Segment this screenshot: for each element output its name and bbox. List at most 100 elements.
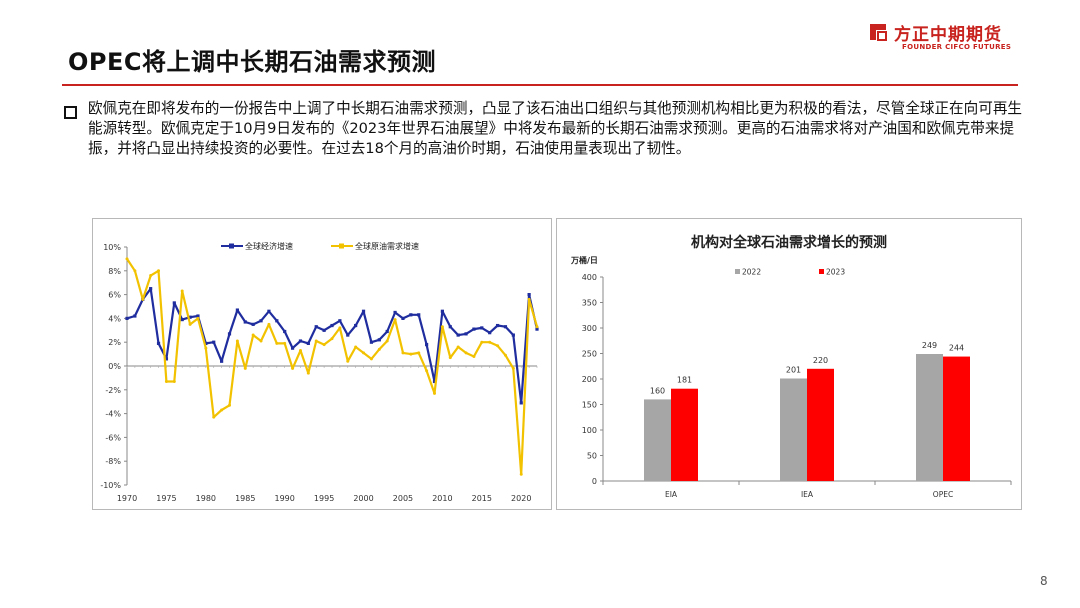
y-tick-label: 0 — [592, 477, 597, 486]
data-point-gdp — [298, 339, 303, 343]
data-point-gdp — [401, 316, 405, 320]
data-point-oil — [377, 347, 381, 351]
data-point-oil — [464, 351, 468, 355]
data-point-gdp — [227, 332, 232, 336]
data-point-oil — [188, 322, 192, 326]
data-point-oil — [228, 403, 231, 407]
data-point-gdp — [511, 333, 515, 337]
legend-label: 2022 — [742, 268, 761, 277]
data-point-oil — [283, 341, 287, 345]
y-tick-label: -4% — [105, 410, 121, 419]
x-tick-label: 2020 — [511, 494, 531, 503]
data-point-gdp — [354, 323, 358, 328]
chart-title: 机构对全球石油需求增长的预测 — [691, 234, 887, 251]
x-tick-label: 2015 — [472, 494, 492, 503]
x-tick-label: 1985 — [235, 494, 255, 503]
legend-swatch — [735, 269, 740, 274]
data-point-gdp — [306, 341, 310, 345]
y-tick-label: 100 — [582, 426, 597, 435]
bar-2023-IEA — [807, 368, 834, 481]
data-point-gdp — [385, 329, 389, 334]
data-point-oil — [401, 351, 405, 355]
data-point-oil — [519, 472, 523, 476]
legend-label: 全球经济增速 — [245, 241, 293, 251]
data-point-gdp — [243, 320, 247, 324]
data-point-oil — [448, 356, 452, 360]
data-point-gdp — [275, 319, 279, 323]
data-point-oil — [275, 341, 279, 345]
page-title: OPEC将上调中长期石油需求预测 — [68, 48, 436, 76]
y-tick-label: 4% — [108, 314, 121, 323]
data-point-gdp — [330, 323, 334, 328]
data-point-oil — [503, 353, 507, 357]
x-tick-label: 1975 — [156, 494, 176, 503]
legend-label: 全球原油需求增速 — [355, 241, 419, 251]
bar-2023-EIA — [671, 388, 698, 481]
data-point-oil — [535, 325, 539, 329]
x-tick-label: 1990 — [275, 494, 295, 503]
data-point-gdp — [480, 326, 484, 330]
bar-2023-OPEC — [943, 356, 970, 481]
data-point-oil — [259, 339, 263, 343]
data-point-oil — [393, 318, 397, 322]
data-point-gdp — [125, 316, 129, 320]
data-point-gdp — [149, 287, 153, 291]
y-tick-label: -6% — [105, 433, 121, 442]
data-point-oil — [243, 366, 247, 370]
data-point-oil — [298, 349, 302, 353]
data-point-gdp — [456, 333, 460, 337]
data-point-oil — [267, 322, 271, 326]
data-point-gdp — [377, 338, 381, 342]
data-point-oil — [141, 297, 145, 301]
data-point-gdp — [283, 329, 287, 334]
line-chart: 10% 8% 6% 4% 2% 0% -2% -4% -6% -8% -10% 1970 1975 198… — [100, 241, 539, 503]
body-paragraph: 欧佩克在即将发布的一份报告中上调了中长期石油需求预测，凸显了该石油出口组织与其他… — [88, 100, 1023, 157]
y-tick-label: 350 — [582, 299, 597, 308]
logo-name-en: FOUNDER CIFCO FUTURES — [902, 43, 1012, 51]
data-point-gdp — [464, 332, 468, 336]
data-point-oil — [472, 354, 476, 358]
data-point-oil — [369, 357, 373, 361]
data-point-gdp — [172, 301, 176, 305]
data-point-gdp — [156, 341, 161, 345]
data-point-oil — [511, 366, 515, 370]
data-point-gdp — [346, 333, 350, 337]
legend-swatch-marker — [229, 243, 234, 249]
y-tick-label: 250 — [582, 350, 597, 359]
bar-2022-OPEC — [916, 354, 943, 481]
data-point-oil — [314, 339, 318, 343]
data-point-gdp — [409, 313, 413, 317]
y-axis-unit-label: 万桶/日 — [570, 255, 598, 265]
y-tick-label: -10% — [100, 481, 121, 490]
data-point-gdp — [519, 401, 523, 405]
data-point-oil — [322, 343, 326, 347]
data-point-gdp — [133, 314, 137, 318]
y-tick-label: 400 — [582, 273, 597, 282]
data-point-gdp — [535, 327, 539, 331]
line-chart-panel: 10% 8% 6% 4% 2% 0% -2% -4% -6% -8% -10% 1970 1975 198… — [92, 218, 552, 510]
data-point-oil — [354, 345, 358, 349]
data-point-gdp — [432, 379, 437, 384]
y-tick-label: 300 — [582, 324, 597, 333]
bar-chart-panel: 机构对全球石油需求增长的预测 万桶/日 400 350 300 250 200 150 100 5… — [556, 218, 1022, 510]
data-point-oil — [196, 316, 200, 320]
data-point-gdp — [235, 308, 239, 312]
data-point-oil — [433, 391, 436, 395]
data-point-oil — [488, 340, 492, 344]
data-point-oil — [235, 339, 239, 343]
data-point-oil — [149, 274, 153, 278]
data-point-oil — [480, 340, 484, 344]
data-point-oil — [125, 257, 129, 261]
data-point-oil — [251, 333, 255, 337]
y-tick-label: 0% — [108, 362, 121, 371]
data-point-gdp — [188, 315, 192, 319]
data-point-oil — [306, 371, 310, 375]
data-point-gdp — [527, 293, 531, 297]
page-number: 8 — [1040, 574, 1048, 588]
data-point-gdp — [267, 309, 271, 313]
legend-swatch-marker — [339, 243, 344, 249]
data-point-oil — [157, 269, 161, 273]
x-tick-label: OPEC — [933, 490, 953, 499]
x-tick-label: 2005 — [393, 494, 413, 503]
